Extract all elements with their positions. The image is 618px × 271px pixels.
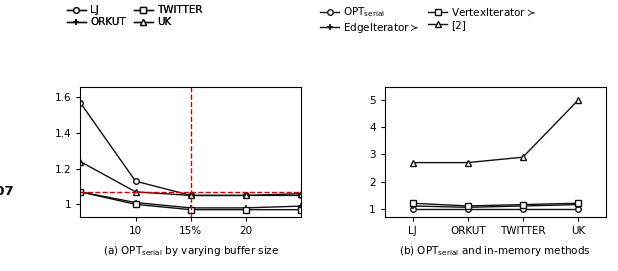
Legend: LJ, ORKUT, TWITTER, UK: LJ, ORKUT, TWITTER, UK (67, 5, 202, 27)
X-axis label: (b) OPT$_{\mathregular{serial}}$ and in-memory methods: (b) OPT$_{\mathregular{serial}}$ and in-… (399, 244, 591, 258)
X-axis label: (a) OPT$_{\mathregular{serial}}$ by varying buffer size: (a) OPT$_{\mathregular{serial}}$ by vary… (103, 244, 279, 258)
Text: 1.07: 1.07 (0, 185, 14, 198)
Legend: OPT$_{\mathregular{serial}}$, EdgeIterator$\succ$, VertexIterator$\succ$, [2]: OPT$_{\mathregular{serial}}$, EdgeIterat… (320, 5, 536, 35)
